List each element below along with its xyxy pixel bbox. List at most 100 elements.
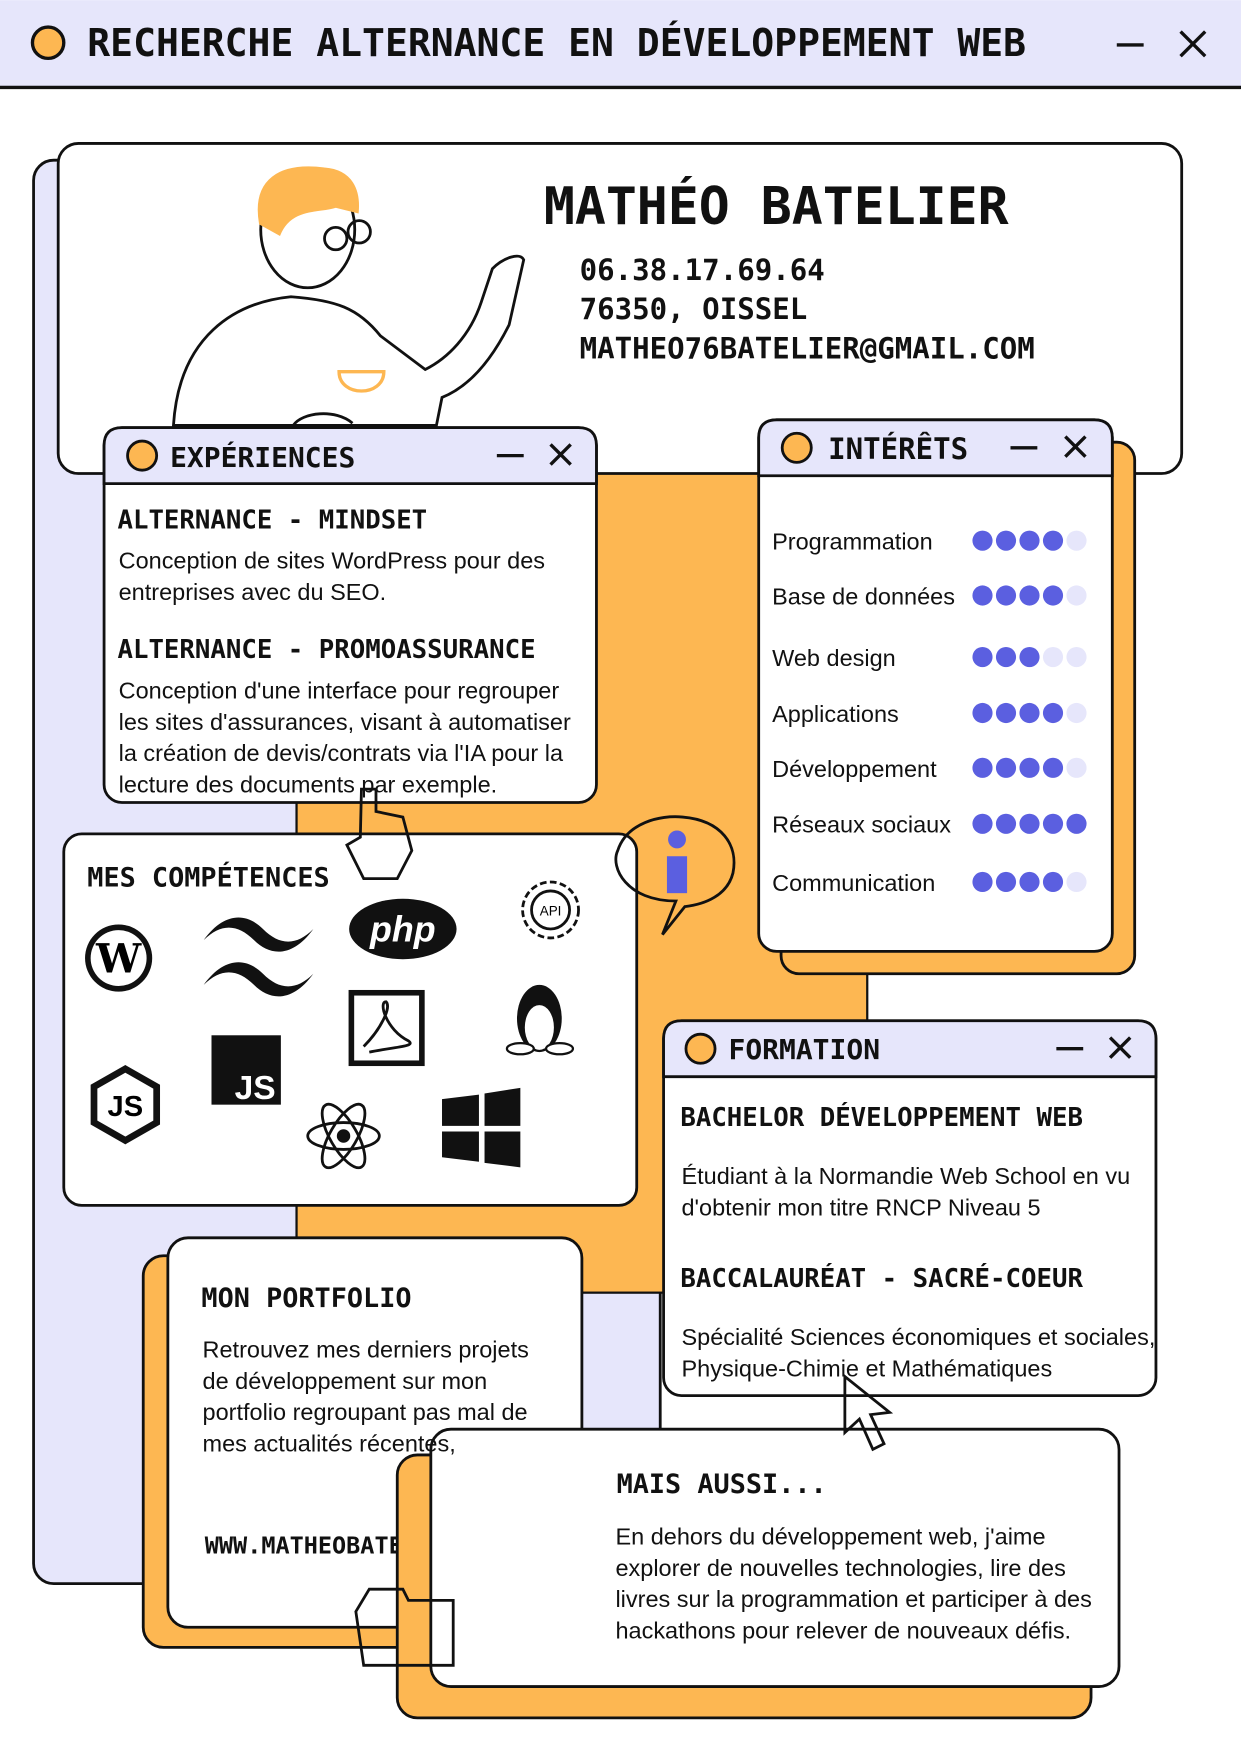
level-dot [1019,757,1040,778]
more-card [429,1427,1121,1688]
more-text: En dehors du développement web, j'aime [615,1523,1045,1549]
window-title: RECHERCHE ALTERNANCE EN DÉVELOPPEMENT WE… [87,21,1026,65]
level-dot [995,702,1017,724]
education-text: d'obtenir mon titre RNCP Niveau 5 [681,1194,1040,1220]
experience-title: ALTERNANCE - MINDSET [117,505,427,535]
level-dot [1066,585,1087,606]
title-bar [0,0,1241,88]
interest-level [972,813,1087,834]
linux-icon [505,984,575,1056]
js-icon [211,1035,281,1105]
education-title: BACCALAURÉAT - SACRÉ-COEUR [680,1262,1083,1294]
more-text: hackathons pour relever de nouveaux défi… [615,1617,1071,1643]
interest-level [972,702,1087,724]
svg-text:W: W [95,936,142,983]
interest-name: Base de données [772,583,955,609]
level-dot [1042,757,1064,778]
portfolio-text: portfolio regroupant pas mal de [203,1399,528,1425]
arrow-cursor [843,1373,894,1452]
level-dot [1019,530,1040,551]
experience-text: Conception d'une interface pour regroupe… [119,677,560,703]
phone: 06.38.17.69.64 [580,253,825,287]
hand-cursor [345,787,414,881]
level-dot [972,702,993,724]
tailwind-icon [203,917,314,997]
experience-text: Conception de sites WordPress pour des [119,548,545,574]
level-dot [1066,757,1087,778]
level-dot [1042,646,1064,668]
level-dot [995,530,1017,551]
php-label: php [369,909,436,949]
interest-level [972,757,1087,778]
level-dot [1042,871,1064,893]
experience-text: la création de devis/contrats via l'IA p… [119,740,564,766]
interest-name: Programmation [772,529,933,555]
interest-name: Applications [772,701,899,727]
level-dot [1019,871,1040,893]
email: MATHEO76BATELIER@GMAIL.COM [580,331,1035,365]
level-dot [995,813,1017,834]
skills-title: MES COMPÉTENCES [87,861,329,893]
level-dot [995,646,1017,668]
experience-text: entreprises avec du SEO. [119,579,387,605]
node-icon [90,1064,161,1145]
avatar [171,166,526,427]
more-text: explorer de nouvelles technologies, lire… [615,1555,1065,1581]
level-dot [995,757,1017,778]
skills-card: MES COMPÉTENCES W php API JS JS [62,832,639,1207]
portfolio-title: MON PORTFOLIO [201,1283,411,1314]
more-text: livres sur la programmation et participe… [615,1586,1091,1612]
interest-name: Réseaux sociaux [772,812,951,838]
api-label: API [540,904,562,919]
education-text: Étudiant à la Normandie Web School en vu [681,1163,1130,1189]
interest-name: Communication [772,870,935,896]
interest-level [972,585,1087,606]
level-dot [972,585,993,606]
level-dot [1066,646,1087,668]
level-dot [1066,871,1087,893]
level-dot [1042,585,1064,606]
node-label: JS [108,1091,144,1123]
more-title: MAIS AUSSI... [617,1469,827,1500]
level-dot [1019,585,1040,606]
php-icon [349,898,457,960]
level-dot [1066,813,1087,834]
level-dot [972,871,993,893]
level-dot [1042,702,1064,724]
level-dot [1066,702,1087,724]
education-title: BACHELOR DÉVELOPPEMENT WEB [680,1101,1083,1133]
level-dot [972,813,993,834]
education-text: Spécialité Sciences économiques et socia… [681,1324,1155,1350]
folder-icon [354,1587,455,1667]
interest-level [972,530,1087,551]
close[interactable] [1179,30,1207,58]
portfolio-text: de développement sur mon [203,1368,488,1394]
level-dot [1019,702,1040,724]
name: MATHÉO BATELIER [544,176,1009,237]
interest-name: Web design [772,645,896,671]
react-icon [306,1102,381,1170]
info-bubble [614,815,736,936]
interest-level [972,871,1087,893]
experiences-title: EXPÉRIENCES [170,440,355,474]
interest-name: Développement [772,756,937,782]
portfolio-text: mes actualités récentes, [203,1431,456,1457]
level-dot [972,646,993,668]
level-dot [972,530,993,551]
level-dot [995,871,1017,893]
level-dot [1042,813,1064,834]
level-dot [1019,646,1040,668]
level-dot [972,757,993,778]
experiences-window: EXPÉRIENCES [102,426,598,804]
level-dot [1019,813,1040,834]
level-dot [995,585,1017,606]
education-text: Physique-Chimie et Mathématiques [681,1356,1052,1382]
profile-card [56,142,1184,475]
level-dot [1042,530,1064,551]
level-dot [1066,530,1087,551]
windows-icon [442,1087,521,1168]
js-label: JS [235,1070,276,1107]
experience-title: ALTERNANCE - PROMOASSURANCE [117,635,535,665]
